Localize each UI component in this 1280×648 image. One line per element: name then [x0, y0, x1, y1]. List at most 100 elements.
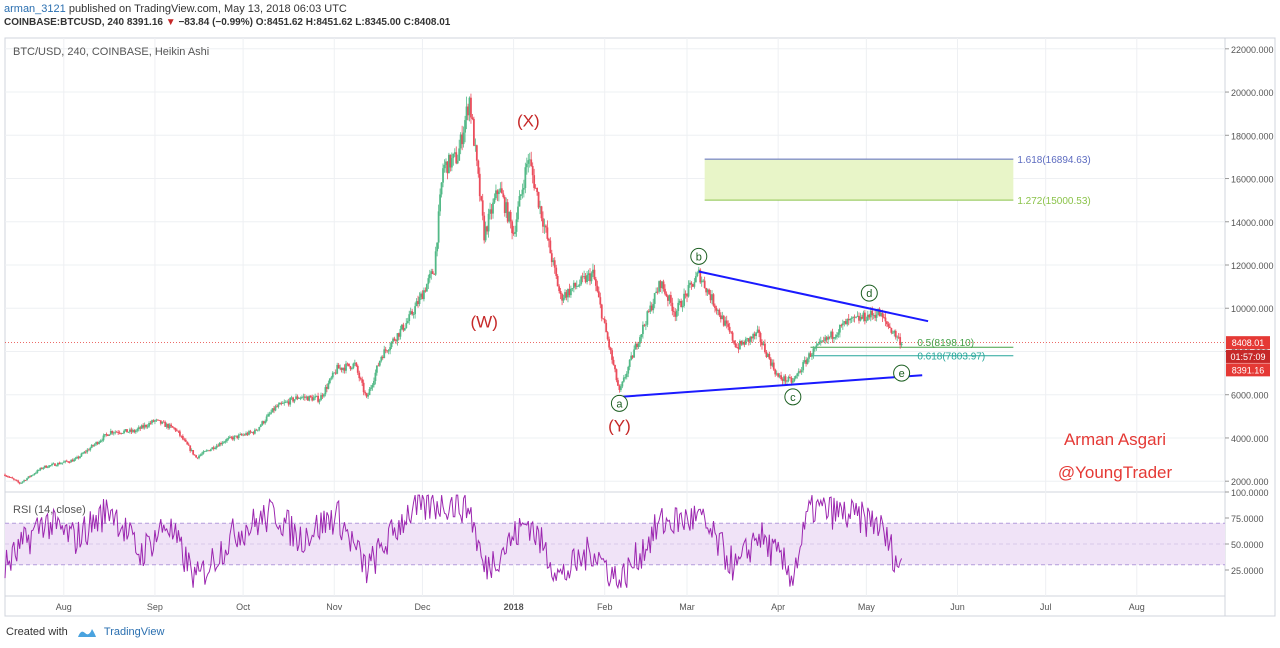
candle-body — [661, 281, 663, 289]
candle-body — [362, 382, 365, 393]
candle-body — [722, 315, 725, 326]
candle-body — [656, 291, 659, 293]
candle-body — [478, 173, 481, 197]
candle-body — [450, 158, 453, 168]
candle-body — [830, 331, 832, 338]
candle-body — [223, 441, 225, 443]
candle-body — [592, 269, 594, 274]
candle-body — [5, 475, 8, 477]
candle-body — [61, 462, 64, 464]
fib-label: 1.272(15000.53) — [1017, 196, 1090, 207]
candle-body — [861, 316, 863, 319]
candle-body — [840, 324, 843, 326]
candle-body — [572, 282, 575, 289]
candle-body — [687, 285, 690, 297]
candle-body — [148, 423, 150, 427]
candle-body — [793, 378, 796, 381]
candle-body — [621, 381, 624, 387]
rsi-legend: RSI (14, close) — [13, 504, 86, 516]
candle-body — [199, 454, 202, 456]
candle-body — [633, 349, 636, 358]
candle-body — [436, 242, 439, 252]
tradingview-link[interactable]: TradingView — [103, 626, 165, 638]
candle-body — [152, 420, 155, 422]
price-tick-label: 6000.000 — [1231, 391, 1269, 401]
candle-body — [345, 363, 347, 371]
candle-body — [146, 426, 149, 428]
candle-body — [209, 449, 212, 452]
candle-body — [556, 275, 559, 287]
candle-body — [640, 334, 643, 338]
candle-body — [442, 168, 444, 183]
candle-body — [700, 280, 703, 283]
candle-body — [608, 339, 611, 348]
target-band-layer — [704, 158, 1014, 357]
candle-body — [797, 371, 800, 374]
candle-body — [521, 189, 524, 195]
candle-body — [67, 461, 70, 463]
candle-body — [697, 269, 700, 273]
price-tick-label: 20000.000 — [1231, 88, 1274, 98]
candle-body — [234, 435, 237, 437]
candle-body — [653, 293, 656, 304]
candle-body — [227, 437, 230, 439]
candle-body — [746, 338, 749, 339]
price-axis[interactable] — [1224, 37, 1276, 617]
candle-body — [802, 362, 805, 371]
candle-body — [728, 326, 731, 332]
candle-body — [744, 338, 747, 345]
candle-body — [312, 397, 315, 401]
candle-body — [77, 456, 80, 459]
candle-body — [818, 341, 821, 344]
candle-body — [196, 457, 199, 459]
candle-body — [206, 450, 209, 452]
candle-body — [777, 373, 780, 377]
candle-body — [470, 97, 472, 118]
candle-body — [524, 167, 527, 188]
candle-body — [811, 354, 813, 357]
candle-body — [8, 476, 11, 478]
candle-body — [474, 145, 477, 147]
candle-body — [743, 342, 746, 345]
price-tick-label: 18000.000 — [1231, 131, 1274, 141]
candle-body — [489, 209, 491, 214]
candle-body — [262, 421, 265, 424]
candle-body — [650, 305, 653, 311]
candle-body — [98, 442, 100, 444]
time-tick-label: Aug — [56, 602, 72, 612]
wave-circle-label: e — [899, 368, 905, 380]
candle-body — [480, 196, 483, 201]
last-price: 8391.16 — [126, 17, 163, 28]
candle-body — [708, 289, 710, 295]
candle-body — [371, 385, 374, 388]
candle-body — [406, 321, 409, 324]
candle-body — [395, 340, 397, 342]
candle-body — [871, 310, 874, 316]
candle-body — [515, 219, 518, 232]
candle-body — [855, 316, 857, 318]
author-link[interactable]: arman_3121 — [4, 3, 66, 15]
candle-body — [715, 307, 718, 311]
wave-circle — [784, 388, 802, 406]
candle-body — [637, 343, 640, 348]
candle-body — [662, 281, 665, 289]
candle-body — [349, 366, 352, 369]
candle-body — [292, 397, 294, 402]
candle-body — [809, 353, 812, 357]
candle-body — [790, 377, 793, 383]
candle-body — [693, 282, 696, 287]
candle-body — [57, 462, 59, 466]
candle-body — [780, 375, 782, 380]
candle-body — [358, 372, 361, 379]
candle-body — [863, 312, 866, 322]
candle-body — [681, 305, 684, 308]
published-text: published on TradingView.com, May 13, 20… — [68, 3, 347, 15]
candle-body — [405, 323, 408, 329]
candle-body — [64, 460, 67, 462]
candle-body — [299, 397, 302, 399]
candle-body — [411, 311, 414, 315]
candle-body — [737, 347, 740, 350]
candle-body — [89, 447, 92, 451]
candle-body — [890, 327, 893, 333]
